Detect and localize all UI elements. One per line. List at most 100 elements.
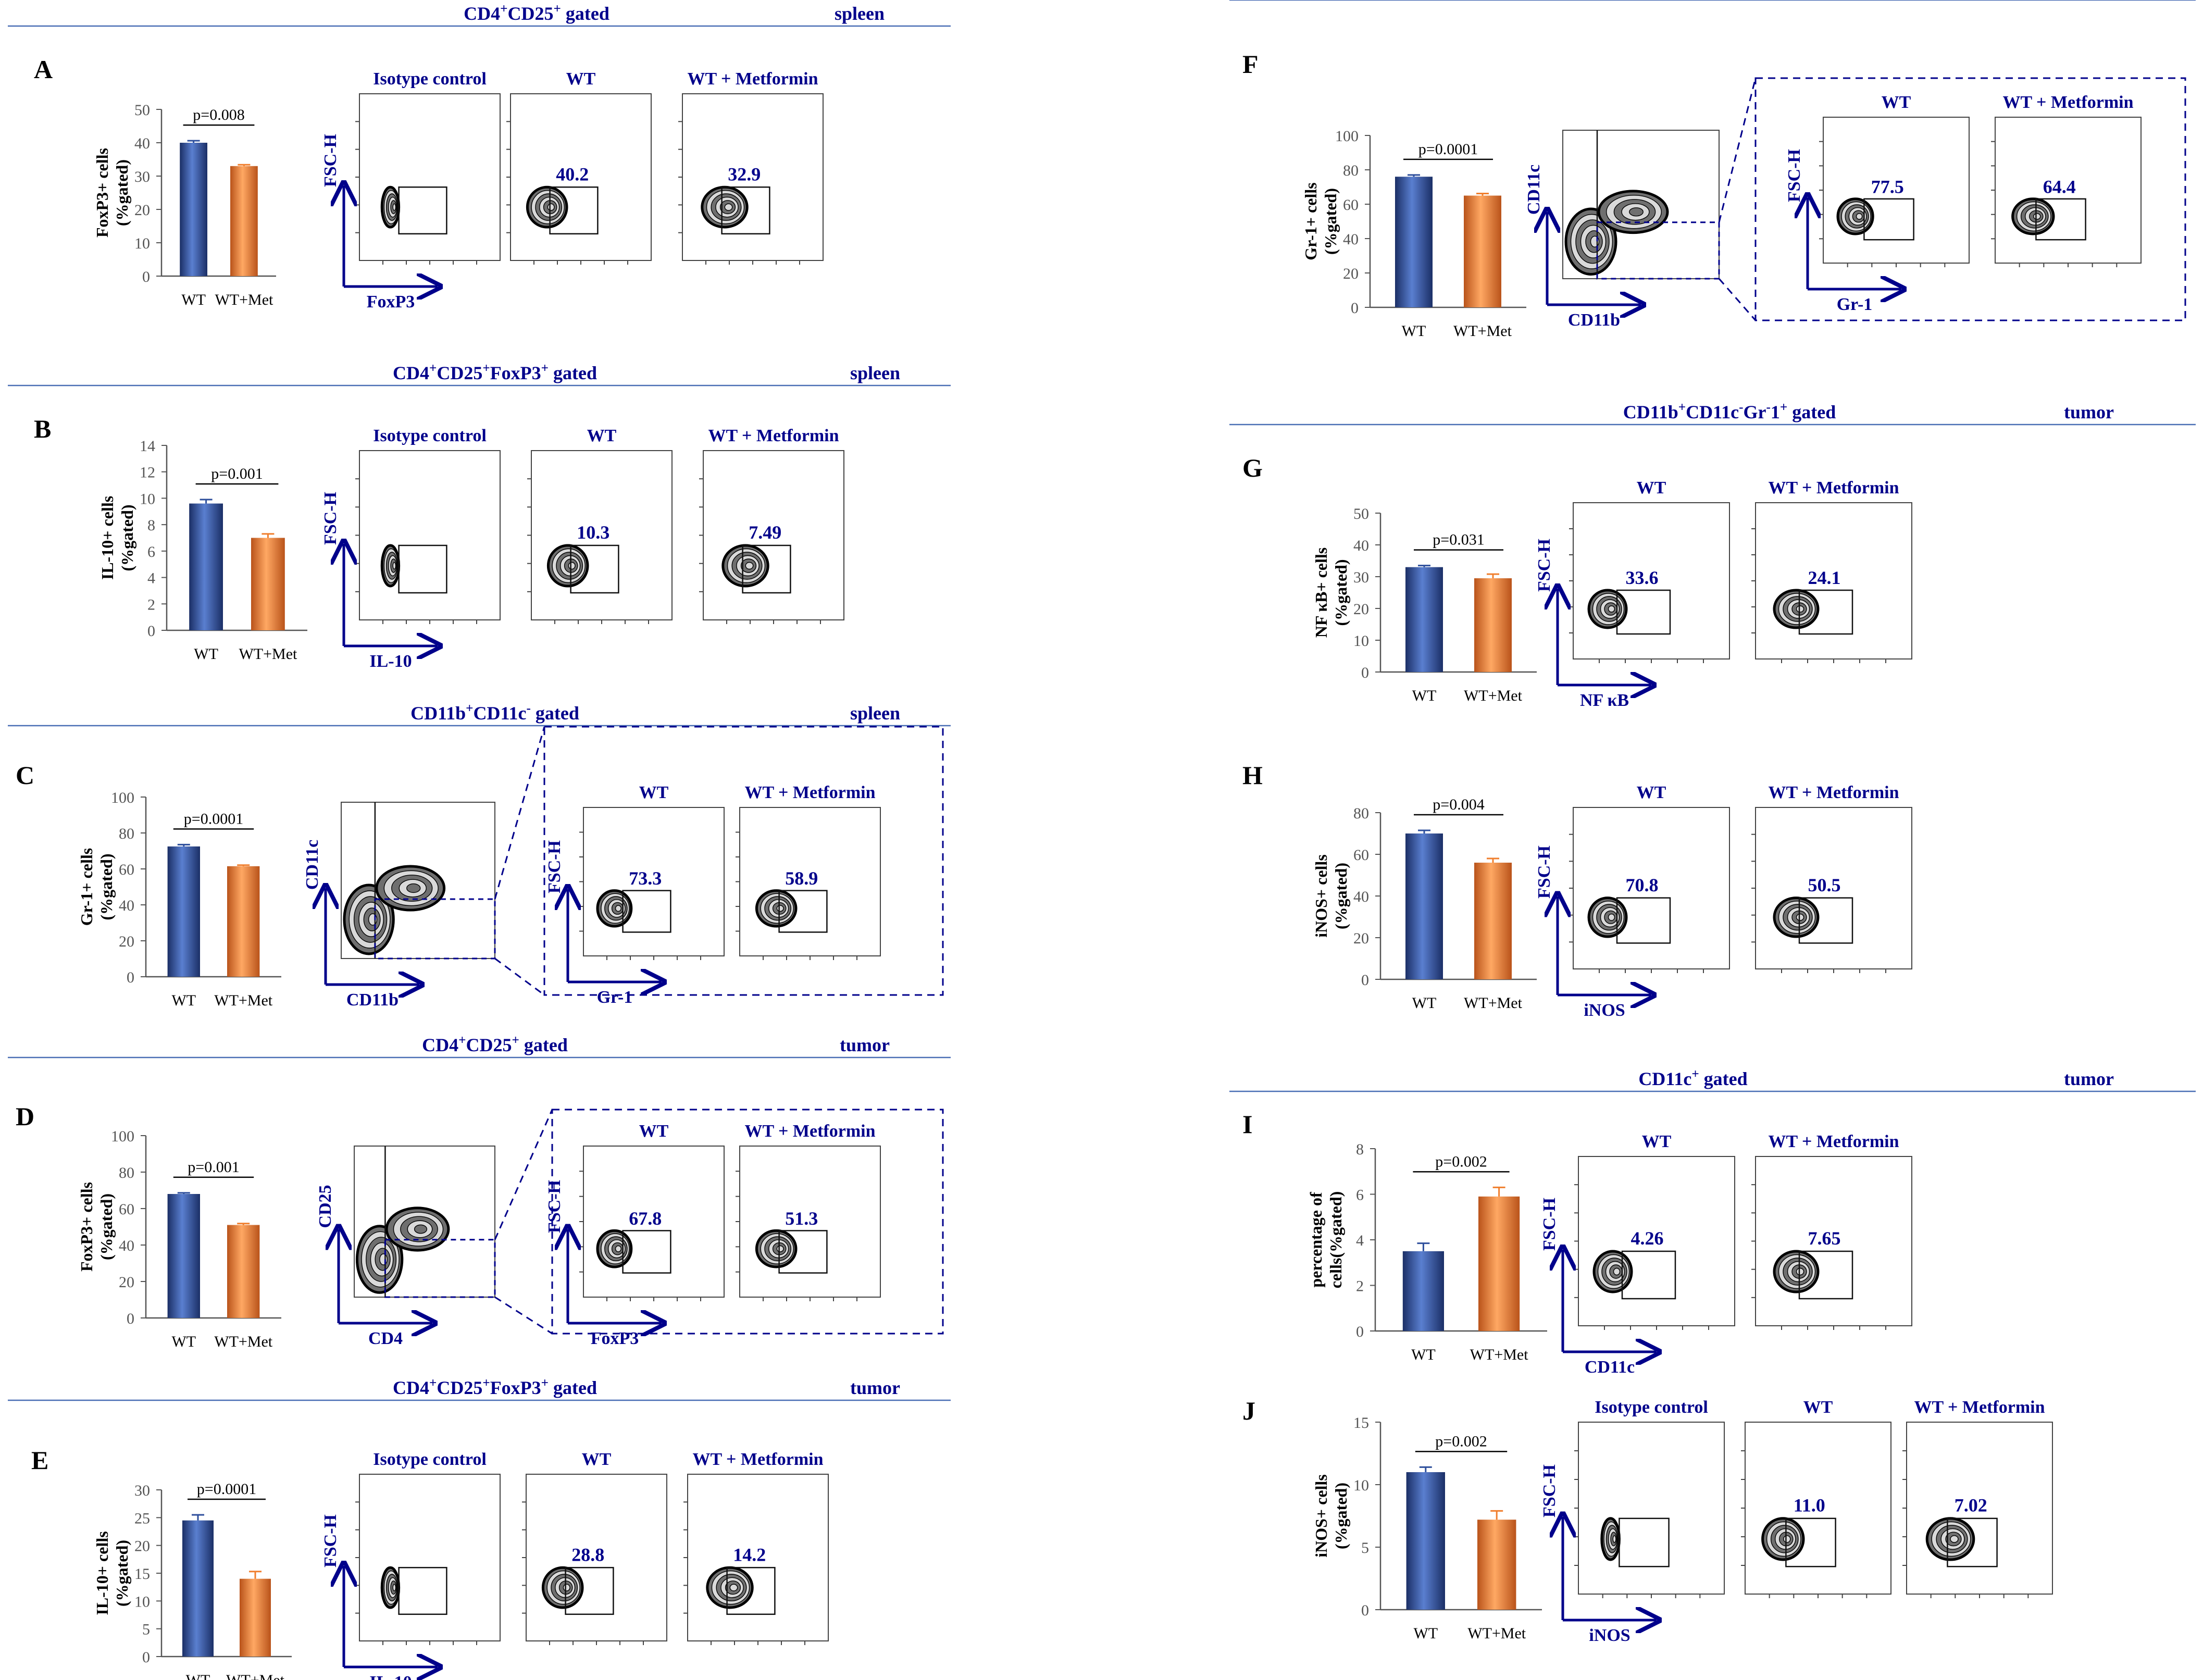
flow-plot: 14.2 WT + Metformin (683, 1450, 829, 1645)
panel-A: CD4+CD25+ gated spleen A 0 10 20 30 40 50 WT WT+Me… (8, 2, 951, 312)
gate-percentage: 32.9 (728, 164, 761, 184)
panel-letter: B (34, 414, 51, 443)
contour-ring (615, 1245, 622, 1252)
gate-title: CD4+CD25+ gated (464, 2, 609, 24)
y-axis-label: FSC-H (321, 492, 340, 545)
plot-title: WT (566, 69, 596, 89)
gate-rect (1621, 1250, 1676, 1300)
y-tick-label: 60 (119, 1201, 134, 1218)
plot-frame (1906, 1422, 2053, 1595)
bar-wt (1405, 833, 1443, 979)
flow-plot: 67.8 WT (579, 1122, 725, 1301)
p-value: p=0.0001 (197, 1480, 256, 1498)
category-label: WT (1412, 687, 1437, 704)
flow-plot: 64.4 WT + Metformin (1991, 93, 2142, 267)
y-tick-label: 50 (134, 102, 150, 119)
bar-wt-met (1464, 195, 1501, 307)
plot-title: WT (1642, 1132, 1672, 1151)
contour-ring (776, 1245, 784, 1252)
bar-wt-met (1478, 1196, 1520, 1331)
flow-plot: Isotype control (1574, 1398, 1725, 1598)
plot-title: WT + Metformin (687, 69, 818, 89)
flow-axes: FoxP3 FSC-H (545, 1180, 662, 1348)
tissue-label: tumor (850, 1377, 900, 1398)
category-label: WT (194, 645, 218, 663)
contour-ring (1856, 213, 1863, 220)
bar-wt (1405, 567, 1443, 672)
y-axis-title: NF κB+ cells(%gated) (1312, 547, 1350, 638)
y-axis-title: IL-10+ cells(%gated) (98, 496, 136, 580)
flow-axes: Gr-1 FSC-H (545, 840, 662, 1007)
panel-C: CD11b+CD11c- gated spleen C 0 20 40 60 80 100 WT W… (8, 701, 951, 1010)
bar-wt (1406, 1472, 1445, 1610)
flow-axes: CD11b CD11c (1524, 165, 1641, 330)
gate-percentage: 40.2 (556, 164, 589, 184)
contour-ring (1783, 1535, 1791, 1543)
y-tick-label: 12 (140, 464, 155, 481)
y-tick-label: 0 (1351, 300, 1359, 317)
zoom-link (1718, 278, 1757, 321)
flow-plot: Isotype control (355, 426, 501, 624)
category-label: WT (171, 992, 196, 1009)
gate-percentage: 11.0 (1794, 1495, 1825, 1516)
y-tick-label: 30 (1353, 569, 1369, 586)
category-label: WT+Met (1464, 994, 1523, 1012)
contour-ring (745, 562, 754, 570)
y-tick-label: 20 (119, 1274, 134, 1291)
zoom-link (494, 957, 545, 996)
gate-rect (622, 890, 671, 933)
gate-rect (778, 1230, 828, 1274)
category-label: WT+Met (1453, 322, 1512, 340)
contour-ring (1796, 605, 1804, 613)
plot-title: WT + Metformin (1768, 783, 1899, 802)
y-tick-label: 0 (127, 969, 134, 986)
y-tick-label: 100 (111, 789, 134, 806)
flow-axes: CD11b CD11c (303, 840, 419, 1010)
tissue-label: spleen (850, 703, 900, 724)
plot-frame (531, 450, 673, 620)
gate-percentage: 64.4 (2043, 177, 2076, 197)
contour-ring (568, 562, 576, 570)
y-tick-label: 0 (1361, 1602, 1369, 1619)
panel-letter: G (1242, 453, 1263, 482)
tissue-label: tumor (2064, 402, 2114, 422)
gate-title: CD4+CD25+ gated (422, 1033, 568, 1055)
y-axis-title: iNOS+ cells(%gated) (1312, 1474, 1350, 1558)
y-tick-label: 40 (134, 135, 150, 152)
y-tick-label: 80 (1353, 805, 1369, 822)
tissue-label: tumor (840, 1035, 890, 1055)
x-axis-label: Gr-1 (597, 988, 633, 1007)
contour-ring (1612, 1535, 1616, 1543)
y-tick-label: 20 (1353, 601, 1369, 618)
gate-percentage: 28.8 (571, 1544, 604, 1565)
plot-frame (359, 1474, 501, 1641)
y-tick-label: 6 (147, 543, 155, 561)
gate-rect (549, 186, 599, 235)
y-tick-label: 15 (1353, 1414, 1369, 1432)
plot-frame (1573, 502, 1730, 659)
y-tick-label: 40 (119, 897, 134, 914)
bar-wt (167, 846, 200, 977)
y-tick-label: 50 (1353, 505, 1369, 522)
plot-frame (739, 807, 881, 956)
bar-wt (182, 1520, 214, 1657)
gate-percentage: 67.8 (629, 1208, 662, 1229)
gate-selection (374, 898, 496, 960)
plot-title: WT (639, 783, 669, 802)
gating-plot: CD11b CD11c (1524, 77, 2186, 330)
y-tick-label: 0 (1361, 972, 1369, 989)
contour-ring (392, 1584, 396, 1591)
y-axis-title: Gr-1+ cells(%gated) (77, 848, 116, 926)
zoom-link (1718, 78, 1757, 223)
gate-percentage: 14.2 (733, 1544, 766, 1565)
bar-wt (167, 1194, 200, 1318)
y-tick-label: 80 (119, 1164, 134, 1181)
y-tick-label: 30 (134, 168, 150, 185)
plot-title: WT + Metformin (708, 426, 839, 445)
gate-percentage: 77.5 (1871, 177, 1904, 197)
y-tick-label: 10 (1353, 1477, 1369, 1494)
panel-B: CD4+CD25+FoxP3+ gated spleen B 0 2 4 6 8 10 12 14 W… (8, 361, 951, 671)
flow-plot: 33.6 WT (1569, 478, 1730, 663)
plot-frame (1755, 807, 1912, 969)
plot-title: WT + Metformin (1914, 1398, 2045, 1417)
